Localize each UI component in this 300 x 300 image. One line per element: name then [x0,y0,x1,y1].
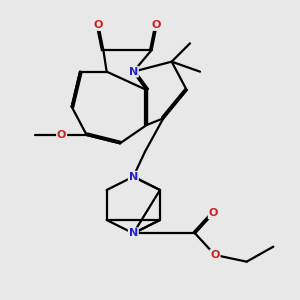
Text: N: N [129,228,138,238]
Text: O: O [57,130,66,140]
Text: N: N [129,172,138,182]
Text: O: O [152,20,161,30]
Text: O: O [94,20,103,30]
Text: O: O [210,250,220,260]
Text: O: O [208,208,218,218]
Text: N: N [129,67,138,77]
